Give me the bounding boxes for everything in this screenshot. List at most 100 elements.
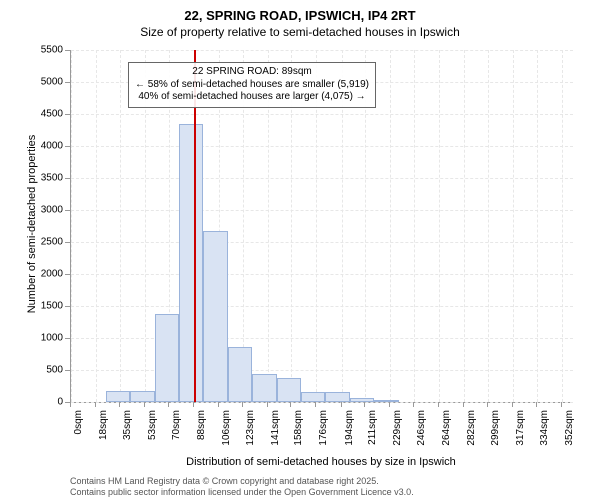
gridline-h	[71, 50, 573, 51]
ytick-mark	[65, 306, 70, 307]
gridline-v	[71, 50, 72, 402]
xtick-label: 264sqm	[441, 410, 452, 460]
xtick-mark	[315, 402, 316, 407]
gridline-h	[71, 274, 573, 275]
ytick-mark	[65, 338, 70, 339]
xtick-label: 88sqm	[196, 410, 207, 460]
xtick-mark	[95, 402, 96, 407]
annotation-line: 22 SPRING ROAD: 89sqm	[135, 66, 369, 79]
footer-line2: Contains public sector information licen…	[70, 487, 414, 498]
xtick-mark	[290, 402, 291, 407]
gridline-v	[96, 50, 97, 402]
chart-footer: Contains HM Land Registry data © Crown c…	[70, 476, 414, 498]
gridline-v	[414, 50, 415, 402]
annotation-box: 22 SPRING ROAD: 89sqm← 58% of semi-detac…	[128, 62, 376, 108]
histogram-bar	[350, 398, 374, 402]
histogram-bar	[325, 392, 349, 402]
xtick-label: 211sqm	[367, 410, 378, 460]
ytick-label: 500	[28, 365, 63, 376]
xtick-label: 229sqm	[392, 410, 403, 460]
gridline-h	[71, 242, 573, 243]
xtick-label: 0sqm	[73, 410, 84, 460]
ytick-mark	[65, 114, 70, 115]
xtick-mark	[364, 402, 365, 407]
ytick-label: 1000	[28, 333, 63, 344]
gridline-h	[71, 338, 573, 339]
xtick-mark	[438, 402, 439, 407]
gridline-v	[464, 50, 465, 402]
footer-line1: Contains HM Land Registry data © Crown c…	[70, 476, 414, 487]
xtick-label: 141sqm	[270, 410, 281, 460]
histogram-bar	[252, 374, 276, 402]
xtick-label: 352sqm	[564, 410, 575, 460]
xtick-mark	[242, 402, 243, 407]
histogram-bar	[155, 314, 179, 402]
gridline-h	[71, 178, 573, 179]
xtick-mark	[144, 402, 145, 407]
histogram-bar	[301, 392, 325, 402]
ytick-label: 5000	[28, 77, 63, 88]
xtick-mark	[193, 402, 194, 407]
xtick-mark	[512, 402, 513, 407]
gridline-v	[390, 50, 391, 402]
xtick-label: 299sqm	[490, 410, 501, 460]
annotation-line: ← 58% of semi-detached houses are smalle…	[135, 79, 369, 92]
xtick-label: 53sqm	[147, 410, 158, 460]
gridline-h	[71, 306, 573, 307]
xtick-label: 70sqm	[171, 410, 182, 460]
xtick-mark	[341, 402, 342, 407]
gridline-v	[439, 50, 440, 402]
gridline-v	[488, 50, 489, 402]
ytick-label: 1500	[28, 301, 63, 312]
xtick-label: 106sqm	[221, 410, 232, 460]
gridline-v	[562, 50, 563, 402]
xtick-label: 246sqm	[416, 410, 427, 460]
xtick-mark	[70, 402, 71, 407]
ytick-label: 5500	[28, 45, 63, 56]
histogram-bar	[179, 124, 203, 402]
xtick-label: 194sqm	[344, 410, 355, 460]
ytick-label: 0	[28, 397, 63, 408]
ytick-mark	[65, 210, 70, 211]
xtick-mark	[561, 402, 562, 407]
gridline-v	[513, 50, 514, 402]
histogram-bar	[277, 378, 301, 402]
annotation-line: 40% of semi-detached houses are larger (…	[135, 91, 369, 104]
gridline-h	[71, 402, 573, 403]
xtick-label: 317sqm	[515, 410, 526, 460]
ytick-mark	[65, 370, 70, 371]
gridline-h	[71, 114, 573, 115]
xtick-mark	[168, 402, 169, 407]
histogram-chart: 22, SPRING ROAD, IPSWICH, IP4 2RT Size o…	[0, 0, 600, 500]
gridline-v	[120, 50, 121, 402]
xtick-mark	[389, 402, 390, 407]
ytick-mark	[65, 242, 70, 243]
chart-title-line1: 22, SPRING ROAD, IPSWICH, IP4 2RT	[0, 8, 600, 23]
ytick-label: 3000	[28, 205, 63, 216]
gridline-h	[71, 210, 573, 211]
xtick-mark	[463, 402, 464, 407]
histogram-bar	[106, 391, 130, 402]
xtick-label: 35sqm	[122, 410, 133, 460]
xtick-label: 158sqm	[293, 410, 304, 460]
ytick-label: 2000	[28, 269, 63, 280]
histogram-bar	[374, 400, 398, 402]
gridline-h	[71, 370, 573, 371]
ytick-label: 3500	[28, 173, 63, 184]
ytick-mark	[65, 274, 70, 275]
chart-title-line2: Size of property relative to semi-detach…	[0, 25, 600, 39]
xtick-label: 18sqm	[98, 410, 109, 460]
xtick-mark	[119, 402, 120, 407]
gridline-h	[71, 146, 573, 147]
ytick-label: 4000	[28, 141, 63, 152]
xtick-mark	[267, 402, 268, 407]
xtick-label: 123sqm	[245, 410, 256, 460]
xtick-label: 334sqm	[539, 410, 550, 460]
xtick-mark	[413, 402, 414, 407]
xtick-mark	[536, 402, 537, 407]
ytick-mark	[65, 82, 70, 83]
xtick-label: 282sqm	[466, 410, 477, 460]
ytick-label: 2500	[28, 237, 63, 248]
histogram-bar	[130, 391, 154, 402]
histogram-bar	[203, 231, 227, 402]
